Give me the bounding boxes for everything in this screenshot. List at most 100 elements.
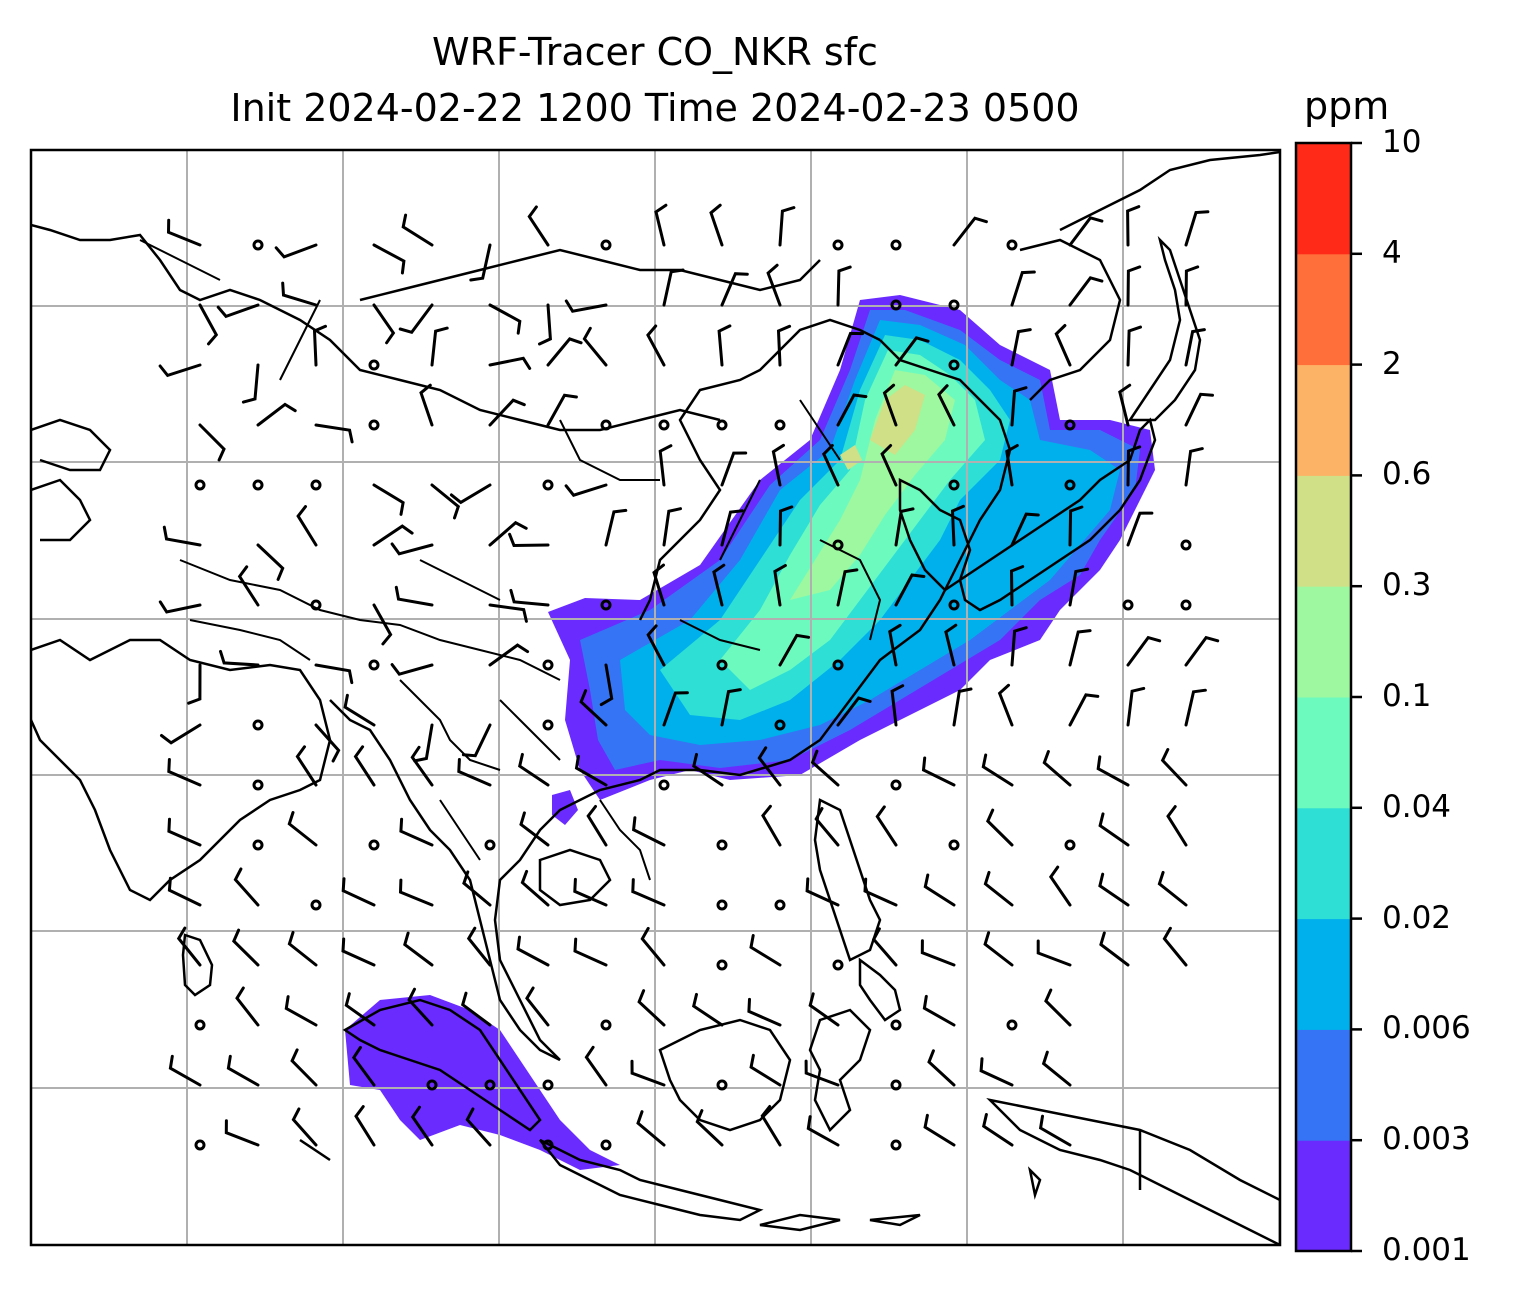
- wind-barb: [1184, 265, 1200, 307]
- wind-barb: [519, 811, 550, 847]
- wind-barbs: [158, 203, 1220, 1151]
- wind-barb: [176, 926, 202, 967]
- calm-wind-marker: [832, 239, 844, 251]
- wind-barb: [997, 683, 1014, 727]
- wind-barb: [160, 723, 202, 745]
- wind-barb: [652, 563, 666, 607]
- wind-barb: [1036, 939, 1072, 967]
- wind-barb: [695, 1109, 724, 1147]
- wind-barb: [465, 1107, 492, 1147]
- calm-wind-marker: [774, 719, 786, 731]
- wind-barb: [372, 243, 406, 275]
- calm-wind-marker: [426, 1079, 438, 1091]
- calm-wind-marker: [1180, 539, 1192, 551]
- calm-wind-marker: [716, 1079, 728, 1091]
- wind-barb: [314, 663, 354, 685]
- colorbar-tick-label: 0.001: [1382, 1232, 1471, 1268]
- colorbar-segment: [1296, 253, 1351, 366]
- wind-barb: [1010, 512, 1040, 547]
- wind-barb: [986, 808, 1014, 847]
- calm-wind-marker: [1064, 479, 1076, 491]
- wind-barb: [1184, 688, 1207, 727]
- wind-barb: [1068, 693, 1100, 727]
- wind-barb: [1160, 748, 1188, 787]
- calm-wind-marker: [252, 719, 264, 731]
- wind-barb: [871, 927, 898, 967]
- wind-barb: [462, 870, 492, 907]
- wind-barb: [314, 423, 354, 444]
- wind-barb: [1126, 205, 1141, 247]
- wind-barb: [749, 1053, 782, 1087]
- wind-barb: [449, 483, 492, 505]
- calm-wind-marker: [832, 959, 844, 971]
- calm-wind-marker: [368, 839, 380, 851]
- wind-barb: [637, 989, 666, 1027]
- wind-barb: [372, 603, 393, 646]
- colorbar-tick-label: 0.3: [1382, 567, 1432, 604]
- wind-barb: [341, 937, 376, 967]
- wind-barb: [923, 1113, 956, 1147]
- colorbar-tick-label: 0.1: [1382, 678, 1432, 714]
- wind-barb: [776, 324, 792, 367]
- wind-barb: [1118, 383, 1132, 427]
- wind-barb: [1010, 270, 1036, 307]
- wind-barb: [461, 723, 492, 758]
- wind-barb: [403, 931, 434, 967]
- calm-wind-marker: [194, 479, 206, 491]
- wind-barb: [888, 623, 902, 667]
- colorbar-segment: [1296, 1140, 1351, 1252]
- wind-barb: [822, 444, 840, 487]
- wind-barb: [1126, 686, 1146, 727]
- wind-barb: [232, 928, 260, 967]
- wind-barb: [372, 483, 405, 516]
- wind-barb: [604, 508, 628, 547]
- calm-wind-marker: [368, 359, 380, 371]
- wind-barb: [1126, 445, 1142, 487]
- wind-barb: [287, 930, 318, 967]
- calm-wind-marker: [542, 479, 554, 491]
- wind-barb: [712, 563, 726, 607]
- calm-wind-marker: [890, 1079, 902, 1091]
- wind-barb: [167, 876, 202, 907]
- wind-barb: [836, 568, 859, 607]
- calm-wind-marker: [368, 419, 380, 431]
- wind-barb: [410, 745, 434, 787]
- calm-wind-marker: [1006, 239, 1018, 251]
- calm-wind-marker: [252, 479, 264, 491]
- wind-barb: [564, 299, 608, 313]
- calm-wind-marker: [600, 239, 612, 251]
- wind-barb: [778, 206, 796, 247]
- wind-barb: [584, 1045, 608, 1087]
- calm-wind-marker: [890, 1019, 902, 1031]
- wind-barb: [216, 303, 260, 319]
- wind-barb: [573, 937, 608, 967]
- wind-barb: [760, 1105, 782, 1147]
- wind-barb: [158, 363, 202, 378]
- wind-barb: [1184, 328, 1206, 367]
- wind-barb: [290, 1048, 318, 1087]
- wind-barb: [804, 1059, 840, 1087]
- calm-wind-marker: [194, 1139, 206, 1151]
- wind-barb: [410, 1105, 434, 1147]
- colorbar-segment: [1296, 143, 1351, 255]
- wind-barb: [761, 804, 782, 847]
- wind-barb: [1098, 812, 1130, 847]
- wind-barb: [1010, 386, 1028, 427]
- calm-wind-marker: [1122, 599, 1134, 611]
- calm-wind-marker: [716, 839, 728, 851]
- wind-barb: [836, 696, 872, 727]
- wind-barb: [488, 520, 528, 547]
- wind-barb: [646, 624, 666, 667]
- wind-barb: [419, 383, 434, 427]
- calm-wind-marker: [890, 299, 902, 311]
- wind-barb: [709, 203, 724, 247]
- calm-wind-marker: [948, 359, 960, 371]
- wind-barb: [235, 986, 260, 1027]
- wind-barb: [1048, 865, 1072, 907]
- wind-barb: [466, 926, 492, 967]
- wind-barb: [394, 585, 434, 607]
- calm-wind-marker: [890, 779, 902, 791]
- calm-wind-marker: [948, 299, 960, 311]
- wind-barb: [937, 384, 956, 427]
